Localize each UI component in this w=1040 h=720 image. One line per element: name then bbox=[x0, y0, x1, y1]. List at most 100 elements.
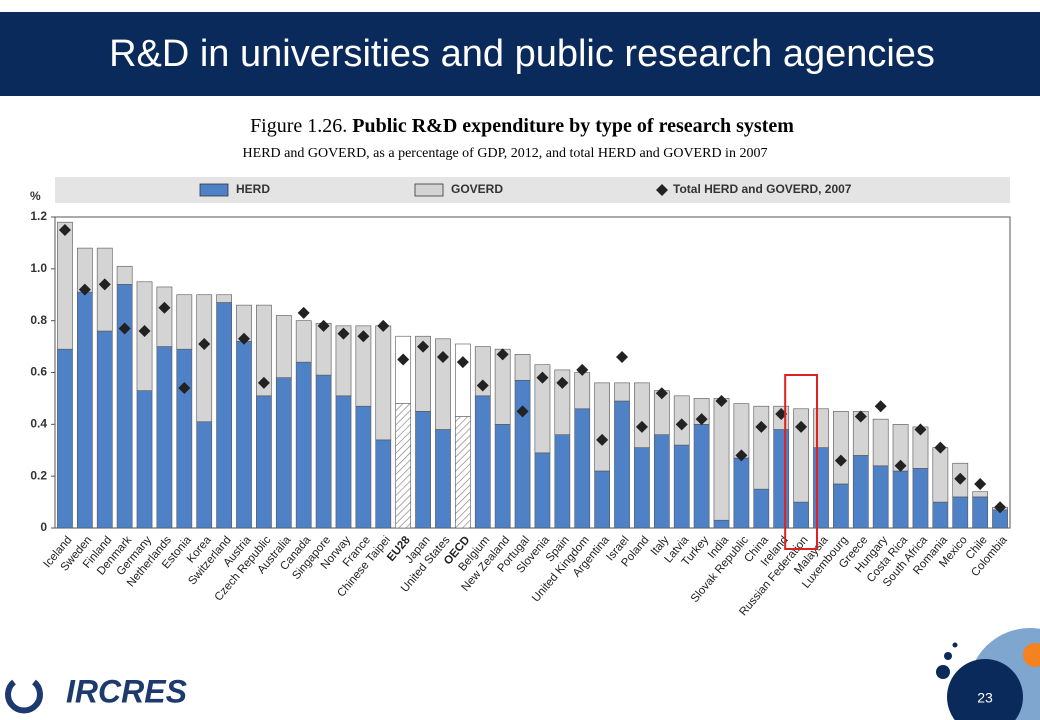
herd-bar bbox=[912, 468, 929, 529]
y-tick-label: 0.4 bbox=[30, 417, 47, 431]
goverd-bar bbox=[614, 382, 630, 402]
herd-bar bbox=[96, 330, 113, 529]
total-2007-marker bbox=[596, 433, 609, 446]
herd-bar bbox=[813, 447, 829, 529]
herd-bar bbox=[116, 284, 133, 529]
decor-dot bbox=[944, 652, 952, 660]
total-2007-marker bbox=[377, 319, 390, 332]
herd-bar bbox=[236, 341, 252, 529]
goverd-bar bbox=[634, 382, 650, 448]
total-2007-marker bbox=[158, 301, 171, 314]
herd-bar bbox=[733, 457, 750, 529]
decor-dot bbox=[952, 642, 958, 648]
goverd-bar bbox=[395, 335, 412, 404]
decor-circle bbox=[1023, 643, 1040, 667]
total-2007-marker bbox=[556, 376, 569, 389]
y-axis-label: % bbox=[30, 189, 41, 203]
total-2007-marker bbox=[795, 420, 808, 433]
goverd-bar bbox=[574, 372, 591, 410]
total-2007-marker bbox=[178, 382, 191, 395]
slide-title: R&D in universities and public research … bbox=[109, 33, 935, 75]
total-2007-marker bbox=[735, 449, 748, 462]
total-2007-marker bbox=[496, 348, 509, 361]
herd-bar bbox=[534, 452, 551, 529]
herd-bar bbox=[514, 379, 531, 529]
total-2007-marker bbox=[516, 405, 529, 418]
herd-bar bbox=[415, 411, 431, 529]
goverd-bar bbox=[932, 447, 949, 503]
goverd-bar bbox=[216, 294, 232, 303]
total-2007-marker bbox=[456, 356, 469, 369]
highlight-box bbox=[784, 374, 819, 550]
total-2007-marker bbox=[894, 459, 907, 472]
goverd-bar bbox=[435, 338, 451, 430]
herd-bar bbox=[455, 416, 471, 529]
herd-bar bbox=[57, 348, 73, 529]
herd-bar bbox=[673, 444, 690, 529]
total-2007-marker bbox=[834, 454, 847, 467]
goverd-bar bbox=[455, 343, 471, 417]
goverd-bar bbox=[753, 405, 770, 490]
legend-swatch bbox=[414, 183, 444, 197]
herd-bar bbox=[634, 447, 650, 529]
goverd-bar bbox=[872, 418, 889, 467]
herd-bar bbox=[793, 501, 809, 529]
logo-text: IRCRES bbox=[66, 673, 188, 709]
total-2007-marker bbox=[576, 363, 589, 376]
goverd-bar bbox=[594, 382, 610, 472]
total-2007-marker bbox=[357, 330, 370, 343]
total-2007-marker bbox=[317, 319, 330, 332]
total-2007-marker bbox=[715, 395, 728, 408]
legend-swatch bbox=[199, 183, 229, 197]
y-tick-label: 0.2 bbox=[30, 468, 47, 482]
goverd-bar bbox=[156, 286, 173, 347]
herd-bar bbox=[773, 429, 790, 529]
goverd-bar bbox=[534, 364, 551, 454]
herd-bar bbox=[176, 348, 193, 529]
herd-bar bbox=[574, 408, 591, 529]
herd-bar bbox=[156, 346, 173, 529]
goverd-bar bbox=[713, 398, 730, 521]
herd-bar bbox=[196, 421, 213, 529]
goverd-bar bbox=[176, 294, 193, 350]
herd-bar bbox=[594, 470, 610, 529]
herd-bar bbox=[355, 405, 372, 529]
herd-bar bbox=[952, 496, 969, 529]
total-2007-marker bbox=[337, 327, 350, 340]
total-2007-marker bbox=[78, 283, 91, 296]
herd-bar bbox=[892, 470, 909, 529]
herd-bar bbox=[295, 361, 312, 529]
goverd-bar bbox=[375, 325, 392, 441]
goverd-bar bbox=[554, 369, 571, 435]
herd-bar bbox=[833, 483, 849, 529]
goverd-bar bbox=[295, 320, 312, 363]
herd-bar bbox=[653, 434, 670, 529]
goverd-bar bbox=[494, 348, 511, 425]
total-2007-marker bbox=[874, 400, 887, 413]
total-2007-marker bbox=[436, 350, 449, 363]
logo: IRCRES bbox=[5, 673, 188, 714]
goverd-bar bbox=[813, 408, 829, 448]
total-2007-marker bbox=[635, 420, 648, 433]
herd-bar bbox=[136, 390, 153, 529]
herd-bar bbox=[852, 455, 869, 529]
herd-bar bbox=[275, 377, 292, 529]
herd-bar bbox=[693, 424, 710, 529]
total-2007-marker bbox=[397, 353, 410, 366]
figure-number: Figure 1.26. bbox=[250, 115, 347, 137]
total-2007-marker bbox=[934, 441, 947, 454]
total-2007-marker bbox=[655, 387, 668, 400]
figure-subtitle: HERD and GOVERD, as a percentage of GDP,… bbox=[243, 146, 768, 161]
goverd-bar bbox=[972, 491, 989, 498]
total-2007-marker bbox=[675, 418, 688, 431]
goverd-bar bbox=[275, 315, 292, 378]
y-tick-label: 0 bbox=[40, 520, 47, 534]
y-tick-label: 0.8 bbox=[30, 313, 47, 327]
herd-bar bbox=[614, 400, 630, 529]
y-tick-label: 0.6 bbox=[30, 365, 47, 379]
legend-band bbox=[55, 177, 1010, 203]
herd-bar bbox=[753, 488, 770, 529]
total-2007-marker bbox=[536, 371, 549, 384]
total-2007-marker bbox=[58, 223, 71, 236]
herd-bar bbox=[872, 465, 889, 529]
